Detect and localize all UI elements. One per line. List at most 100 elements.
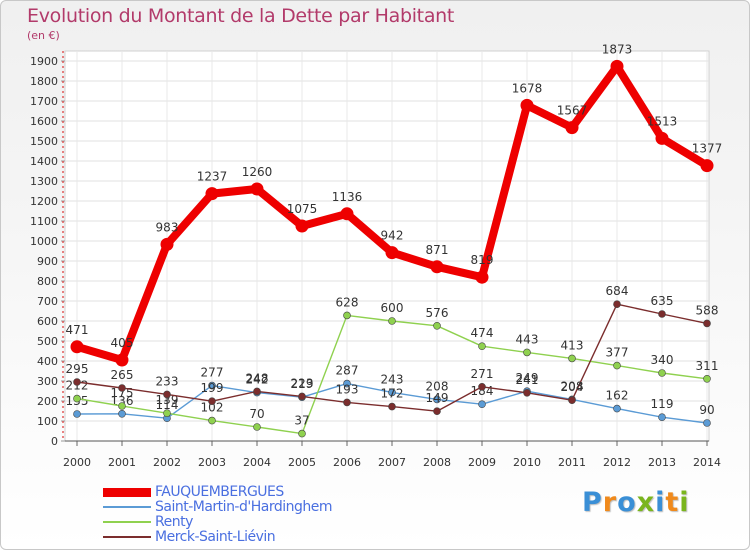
legend-swatch (103, 488, 151, 497)
data-point (70, 340, 84, 354)
data-point (73, 378, 81, 386)
legend-swatch (103, 506, 151, 508)
data-point (73, 394, 81, 403)
data-label: 443 (516, 332, 539, 346)
data-point (610, 59, 624, 73)
y-tick-label: 1200 (30, 195, 58, 208)
legend-swatch (103, 536, 151, 538)
data-label: 295 (66, 362, 89, 376)
data-label: 139 (156, 393, 179, 407)
data-point (208, 416, 216, 425)
data-label: 1075 (287, 202, 318, 216)
data-label: 172 (381, 387, 404, 401)
data-label: 241 (516, 373, 539, 387)
y-tick-label: 1700 (30, 95, 58, 108)
legend-label: Merck-Saint-Liévin (155, 529, 276, 545)
data-point (205, 187, 219, 201)
x-tick-label: 2012 (603, 456, 631, 469)
logo-letter: P (582, 487, 603, 518)
data-label: 277 (201, 366, 224, 380)
data-point (343, 398, 351, 407)
data-label: 1136 (332, 190, 363, 204)
y-tick-label: 300 (37, 375, 58, 388)
logo-letter: i (655, 487, 666, 518)
data-point (298, 392, 306, 401)
x-tick-label: 2002 (153, 456, 181, 469)
data-label: 819 (471, 253, 494, 267)
data-label: 265 (111, 368, 134, 382)
data-point (658, 413, 666, 422)
data-point (568, 396, 576, 405)
data-label: 119 (651, 397, 674, 411)
data-point (163, 409, 171, 418)
data-point (118, 402, 126, 410)
x-tick-label: 2006 (333, 456, 361, 469)
data-point (253, 387, 261, 396)
data-point (478, 400, 486, 409)
data-point (703, 319, 711, 328)
x-tick-label: 2000 (63, 456, 91, 469)
series-3: 295 265 233 199 248 223 193 172 149 271 241 204 684 6… (66, 284, 718, 416)
data-label: 377 (606, 346, 629, 360)
data-label: 199 (201, 381, 224, 395)
data-point (73, 410, 81, 418)
data-point (433, 321, 441, 330)
y-tick-label: 600 (37, 315, 58, 328)
x-tick-label: 2014 (693, 456, 721, 469)
data-point (613, 404, 621, 413)
data-label: 413 (561, 338, 584, 352)
data-label: 340 (651, 353, 674, 367)
data-label: 136 (111, 394, 134, 408)
data-point (253, 423, 261, 431)
data-label: 474 (471, 326, 494, 340)
data-label: 287 (336, 364, 359, 378)
data-point (703, 419, 711, 427)
data-point (295, 219, 309, 233)
data-point (478, 342, 486, 351)
logo-letter: x (636, 487, 656, 518)
y-tick-label: 1300 (30, 175, 58, 188)
series-0: 471 405 983 1237 1260 1075 1136 942 871 819 1678 15… (66, 42, 722, 367)
logo-letter: i (679, 487, 690, 518)
y-tick-label: 1500 (30, 135, 58, 148)
data-point (160, 237, 174, 251)
y-tick-label: 900 (37, 255, 58, 268)
data-label: 233 (156, 374, 179, 388)
data-point (343, 311, 351, 320)
data-point (163, 390, 171, 399)
y-tick-label: 1400 (30, 155, 58, 168)
data-label: 70 (249, 407, 264, 421)
data-label: 37 (294, 414, 309, 428)
data-point (388, 402, 396, 411)
data-point (388, 317, 396, 325)
proxiti-logo: Proxiti (582, 487, 690, 518)
data-point (658, 310, 666, 318)
data-label: 1513 (647, 114, 678, 128)
data-point (115, 353, 129, 367)
data-point (523, 348, 531, 357)
data-point (700, 159, 714, 173)
legend-label: Saint-Martin-d'Hardinghem (155, 499, 333, 515)
data-label: 193 (336, 382, 359, 396)
data-point (430, 260, 444, 274)
x-tick-label: 2013 (648, 456, 676, 469)
data-label: 219 (291, 377, 314, 391)
data-label: 102 (201, 401, 224, 415)
x-tick-label: 2011 (558, 456, 586, 469)
y-tick-label: 800 (37, 275, 58, 288)
data-label: 311 (696, 359, 719, 373)
data-point (478, 382, 486, 391)
data-label: 628 (336, 295, 359, 309)
data-label: 204 (561, 380, 584, 394)
data-label: 1567 (557, 104, 588, 118)
logo-letter: o (617, 487, 637, 518)
data-point (613, 300, 621, 309)
data-label: 271 (471, 367, 494, 381)
y-tick-label: 400 (37, 355, 58, 368)
y-tick-label: 1000 (30, 235, 58, 248)
x-tick-label: 2001 (108, 456, 136, 469)
data-label: 243 (381, 372, 404, 386)
data-label: 249 (516, 371, 539, 385)
series-1: 1351361142772422192872432081842492081621… (66, 364, 715, 427)
